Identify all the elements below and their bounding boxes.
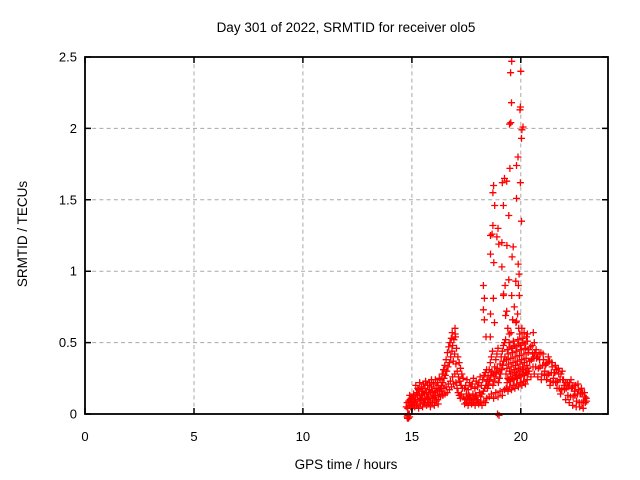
plot-border-and-ticks <box>84 56 609 415</box>
y-tick-label: 0 <box>70 407 77 422</box>
chart-title: Day 301 of 2022, SRMTID for receiver olo… <box>217 20 476 35</box>
y-tick-labels: 0 0.5 1 1.5 2 2.5 <box>59 50 77 422</box>
x-tick-label: 20 <box>514 429 528 444</box>
x-axis-label: GPS time / hours <box>295 457 398 472</box>
y-tick-label: 1 <box>70 264 77 279</box>
y-tick-label: 2 <box>70 121 77 136</box>
x-tick-label: 15 <box>405 429 419 444</box>
x-tick-label: 0 <box>81 429 88 444</box>
y-tick-label: 2.5 <box>59 50 77 65</box>
y-tick-label: 0.5 <box>59 335 77 350</box>
y-axis-label: SRMTID / TECUs <box>15 181 30 288</box>
grid-lines <box>85 57 608 414</box>
scatter-points <box>402 57 591 422</box>
x-tick-label: 10 <box>296 429 310 444</box>
x-tick-label: 5 <box>190 429 197 444</box>
y-tick-label: 1.5 <box>59 192 77 207</box>
x-tick-labels: 0 5 10 15 20 <box>81 429 528 444</box>
